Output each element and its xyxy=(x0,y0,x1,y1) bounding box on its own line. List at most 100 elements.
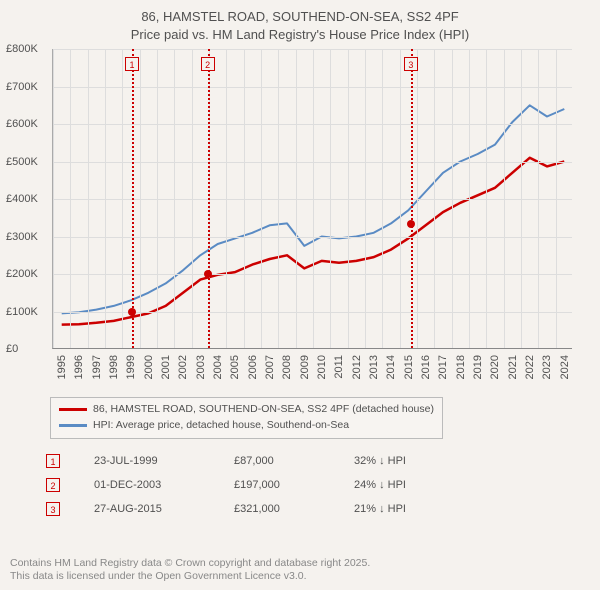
gridline-v xyxy=(348,49,349,348)
gridline-v xyxy=(330,49,331,348)
y-tick-label: £700K xyxy=(6,81,38,93)
x-axis-labels: 1995 1996 1997 1998 1999 2000 2001 2002 2003 2004… xyxy=(52,353,572,389)
gridline-v xyxy=(382,49,383,348)
event-hpi: 21% ↓ HPI xyxy=(354,503,474,515)
gridline-v xyxy=(469,49,470,348)
legend-swatch xyxy=(59,424,87,427)
title-line-2: Price paid vs. HM Land Registry's House … xyxy=(10,26,590,44)
event-row: 201-DEC-2003£197,00024% ↓ HPI xyxy=(46,473,590,497)
x-tick-label: 2017 xyxy=(437,355,449,379)
y-tick-label: £400K xyxy=(6,193,38,205)
gridline-v xyxy=(486,49,487,348)
x-tick-label: 2010 xyxy=(316,355,328,379)
gridline-v xyxy=(244,49,245,348)
attribution: Contains HM Land Registry data © Crown c… xyxy=(10,557,590,584)
y-axis-labels: £0£100K£200K£300K£400K£500K£600K£700K£80… xyxy=(6,49,46,389)
event-price: £321,000 xyxy=(234,503,354,515)
event-row-marker: 2 xyxy=(46,478,60,492)
y-tick-label: £800K xyxy=(6,43,38,55)
gridline-v xyxy=(400,49,401,348)
x-tick-label: 2009 xyxy=(299,355,311,379)
gridline-v xyxy=(70,49,71,348)
gridline-v xyxy=(226,49,227,348)
x-tick-label: 1997 xyxy=(91,355,103,379)
gridline-v xyxy=(140,49,141,348)
event-price: £197,000 xyxy=(234,479,354,491)
gridline-v xyxy=(122,49,123,348)
chart-container: 86, HAMSTEL ROAD, SOUTHEND-ON-SEA, SS2 4… xyxy=(0,0,600,590)
legend-swatch xyxy=(59,408,87,411)
event-dot xyxy=(128,308,136,316)
event-row-marker: 1 xyxy=(46,454,60,468)
gridline-v xyxy=(88,49,89,348)
event-dot xyxy=(204,270,212,278)
gridline-v xyxy=(538,49,539,348)
gridline-v xyxy=(261,49,262,348)
x-tick-label: 2019 xyxy=(472,355,484,379)
chart-title: 86, HAMSTEL ROAD, SOUTHEND-ON-SEA, SS2 4… xyxy=(10,8,590,43)
event-row-marker: 3 xyxy=(46,502,60,516)
event-date: 01-DEC-2003 xyxy=(94,479,234,491)
gridline-v xyxy=(504,49,505,348)
y-tick-label: £0 xyxy=(6,343,18,355)
x-tick-label: 2006 xyxy=(247,355,259,379)
event-price: £87,000 xyxy=(234,455,354,467)
event-hpi: 32% ↓ HPI xyxy=(354,455,474,467)
legend-row: HPI: Average price, detached house, Sout… xyxy=(59,418,434,434)
event-marker: 3 xyxy=(404,57,418,71)
chart-area: £0£100K£200K£300K£400K£500K£600K£700K£80… xyxy=(12,49,572,389)
y-tick-label: £200K xyxy=(6,268,38,280)
x-tick-label: 1996 xyxy=(73,355,85,379)
event-line xyxy=(411,49,413,348)
gridline-v xyxy=(452,49,453,348)
x-tick-label: 2013 xyxy=(368,355,380,379)
x-tick-label: 2014 xyxy=(385,355,397,379)
x-tick-label: 2000 xyxy=(143,355,155,379)
x-tick-label: 2022 xyxy=(524,355,536,379)
x-tick-label: 2021 xyxy=(507,355,519,379)
x-tick-label: 2003 xyxy=(195,355,207,379)
gridline-v xyxy=(105,49,106,348)
event-line xyxy=(132,49,134,348)
x-tick-label: 1999 xyxy=(125,355,137,379)
legend: 86, HAMSTEL ROAD, SOUTHEND-ON-SEA, SS2 4… xyxy=(50,397,443,439)
x-tick-label: 2018 xyxy=(455,355,467,379)
x-tick-label: 2002 xyxy=(177,355,189,379)
event-row: 327-AUG-2015£321,00021% ↓ HPI xyxy=(46,497,590,521)
x-tick-label: 2015 xyxy=(403,355,415,379)
gridline-v xyxy=(157,49,158,348)
gridline-v xyxy=(365,49,366,348)
events-table: 123-JUL-1999£87,00032% ↓ HPI 2 01-DEC-2003… xyxy=(46,449,590,521)
event-marker: 2 xyxy=(201,57,215,71)
attribution-line: Contains HM Land Registry data © Crown c… xyxy=(10,557,590,571)
x-tick-label: 2001 xyxy=(160,355,172,379)
x-tick-label: 2020 xyxy=(489,355,501,379)
event-line xyxy=(208,49,210,348)
gridline-v xyxy=(174,49,175,348)
attribution-line: This data is licensed under the Open Gov… xyxy=(10,570,590,584)
gridline-v xyxy=(417,49,418,348)
gridline-v xyxy=(53,49,54,348)
x-tick-label: 2016 xyxy=(420,355,432,379)
x-tick-label: 2005 xyxy=(229,355,241,379)
gridline-v xyxy=(434,49,435,348)
x-tick-label: 2011 xyxy=(333,355,345,379)
event-row: 123-JUL-1999£87,00032% ↓ HPI xyxy=(46,449,590,473)
x-tick-label: 1995 xyxy=(56,355,68,379)
x-tick-label: 2007 xyxy=(264,355,276,379)
gridline-v xyxy=(556,49,557,348)
gridline-v xyxy=(296,49,297,348)
x-tick-label: 2008 xyxy=(281,355,293,379)
y-tick-label: £500K xyxy=(6,156,38,168)
legend-row: 86, HAMSTEL ROAD, SOUTHEND-ON-SEA, SS2 4… xyxy=(59,402,434,418)
x-tick-label: 1998 xyxy=(108,355,120,379)
title-line-1: 86, HAMSTEL ROAD, SOUTHEND-ON-SEA, SS2 4… xyxy=(10,8,590,26)
x-tick-label: 2024 xyxy=(559,355,571,379)
x-tick-label: 2004 xyxy=(212,355,224,379)
y-tick-label: £600K xyxy=(6,118,38,130)
legend-label: 86, HAMSTEL ROAD, SOUTHEND-ON-SEA, SS2 4… xyxy=(93,402,434,418)
event-marker: 1 xyxy=(125,57,139,71)
gridline-v xyxy=(192,49,193,348)
gridline-v xyxy=(278,49,279,348)
y-tick-label: £100K xyxy=(6,306,38,318)
